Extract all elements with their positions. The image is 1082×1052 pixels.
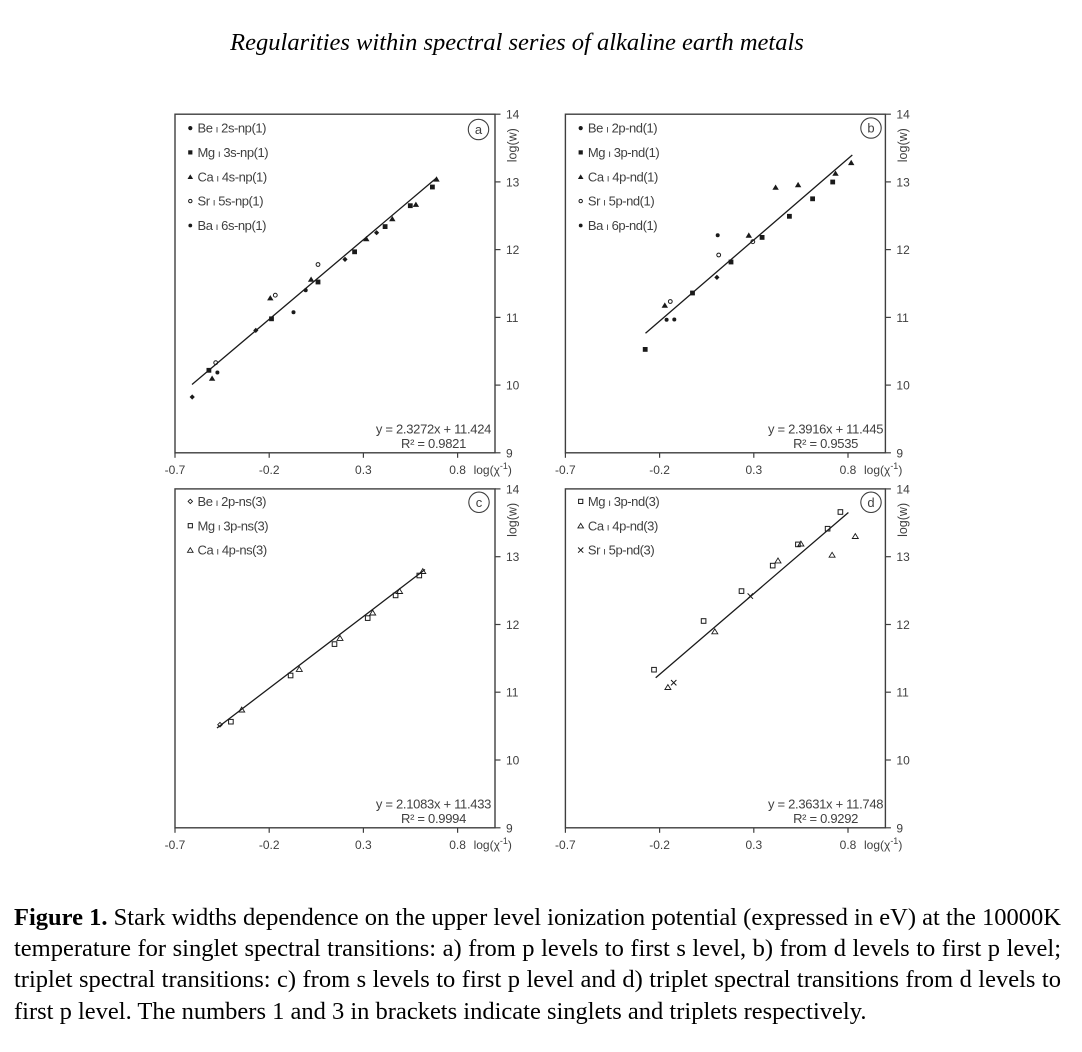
svg-text:Ca ı 4p-nd(1): Ca ı 4p-nd(1) — [588, 169, 658, 184]
svg-text:log(w): log(w) — [506, 128, 520, 162]
svg-text:10: 10 — [506, 379, 520, 393]
svg-text:Ca ı 4p-ns(3): Ca ı 4p-ns(3) — [198, 543, 267, 558]
svg-text:-0.7: -0.7 — [555, 463, 576, 477]
svg-text:a: a — [475, 122, 483, 137]
svg-text:0.8: 0.8 — [449, 838, 466, 852]
svg-text:11: 11 — [506, 311, 519, 325]
svg-text:9: 9 — [896, 446, 903, 460]
svg-text:y = 2.3916x + 11.445: y = 2.3916x + 11.445 — [768, 421, 883, 436]
svg-text:12: 12 — [896, 243, 910, 257]
svg-text:b: b — [867, 121, 874, 136]
svg-text:log(w): log(w) — [896, 128, 910, 162]
svg-text:11: 11 — [506, 686, 519, 700]
svg-text:Mg ı 3s-np(1): Mg ı 3s-np(1) — [198, 145, 269, 160]
svg-text:Mg ı 3p-nd(3): Mg ı 3p-nd(3) — [588, 494, 659, 509]
svg-text:y = 2.3272x + 11.424: y = 2.3272x + 11.424 — [376, 421, 491, 436]
svg-text:12: 12 — [896, 618, 910, 632]
svg-text:R² = 0.9994: R² = 0.9994 — [401, 811, 466, 826]
svg-text:c: c — [476, 495, 483, 510]
svg-text:-0.7: -0.7 — [165, 838, 186, 852]
svg-text:0.3: 0.3 — [745, 463, 762, 477]
svg-text:13: 13 — [506, 175, 520, 189]
svg-text:12: 12 — [506, 618, 520, 632]
svg-text:12: 12 — [506, 243, 520, 257]
svg-text:Ba ı 6p-nd(1): Ba ı 6p-nd(1) — [588, 218, 657, 233]
svg-text:0.8: 0.8 — [840, 463, 857, 477]
svg-text:Be ı 2p-nd(1): Be ı 2p-nd(1) — [588, 121, 657, 136]
svg-text:-0.7: -0.7 — [555, 838, 576, 852]
svg-text:R² = 0.9821: R² = 0.9821 — [401, 436, 466, 451]
svg-text:14: 14 — [506, 108, 520, 122]
svg-text:y = 2.3631x + 11.748: y = 2.3631x + 11.748 — [768, 796, 883, 811]
svg-text:Ca ı 4p-nd(3): Ca ı 4p-nd(3) — [588, 518, 658, 533]
svg-text:-0.2: -0.2 — [259, 463, 280, 477]
svg-text:R² = 0.9535: R² = 0.9535 — [793, 436, 858, 451]
svg-text:14: 14 — [896, 108, 910, 122]
svg-text:log(χ-1): log(χ-1) — [474, 461, 512, 477]
svg-text:Mg ı 3p-ns(3): Mg ı 3p-ns(3) — [198, 518, 269, 533]
svg-text:Sr ı 5p-nd(3): Sr ı 5p-nd(3) — [588, 543, 654, 558]
svg-text:9: 9 — [506, 821, 513, 835]
svg-text:13: 13 — [506, 550, 520, 564]
svg-text:-0.2: -0.2 — [649, 838, 670, 852]
svg-text:0.8: 0.8 — [449, 463, 466, 477]
svg-text:Ca ı 4s-np(1): Ca ı 4s-np(1) — [198, 169, 267, 184]
svg-text:11: 11 — [896, 311, 909, 325]
svg-text:y = 2.1083x + 11.433: y = 2.1083x + 11.433 — [376, 796, 491, 811]
svg-text:log(χ-1): log(χ-1) — [864, 836, 902, 852]
svg-text:0.3: 0.3 — [355, 463, 372, 477]
svg-text:Be ı 2p-ns(3): Be ı 2p-ns(3) — [198, 494, 267, 509]
svg-text:9: 9 — [506, 446, 513, 460]
svg-text:Ba ı 6s-np(1): Ba ı 6s-np(1) — [198, 218, 267, 233]
svg-text:0.8: 0.8 — [840, 838, 857, 852]
svg-text:log(χ-1): log(χ-1) — [474, 836, 512, 852]
svg-text:14: 14 — [896, 482, 910, 496]
svg-text:Be ı 2s-np(1): Be ı 2s-np(1) — [198, 121, 267, 136]
svg-text:10: 10 — [896, 754, 910, 768]
svg-text:-0.2: -0.2 — [649, 463, 670, 477]
svg-text:log(χ-1): log(χ-1) — [864, 461, 902, 477]
svg-text:0.3: 0.3 — [355, 838, 372, 852]
svg-text:d: d — [867, 495, 874, 510]
svg-text:-0.7: -0.7 — [165, 463, 186, 477]
svg-text:9: 9 — [896, 821, 903, 835]
svg-text:log(w): log(w) — [896, 503, 910, 537]
svg-text:11: 11 — [896, 686, 909, 700]
svg-text:10: 10 — [896, 379, 910, 393]
svg-text:13: 13 — [896, 550, 910, 564]
svg-text:13: 13 — [896, 175, 910, 189]
svg-text:log(w): log(w) — [506, 503, 520, 537]
svg-text:Sr ı 5s-np(1): Sr ı 5s-np(1) — [198, 194, 264, 209]
svg-text:14: 14 — [506, 482, 520, 496]
svg-text:10: 10 — [506, 754, 520, 768]
svg-text:Mg ı 3p-nd(1): Mg ı 3p-nd(1) — [588, 145, 659, 160]
svg-text:R² = 0.9292: R² = 0.9292 — [793, 811, 858, 826]
svg-text:Sr ı 5p-nd(1): Sr ı 5p-nd(1) — [588, 194, 654, 209]
svg-text:0.3: 0.3 — [745, 838, 762, 852]
svg-text:-0.2: -0.2 — [259, 838, 280, 852]
